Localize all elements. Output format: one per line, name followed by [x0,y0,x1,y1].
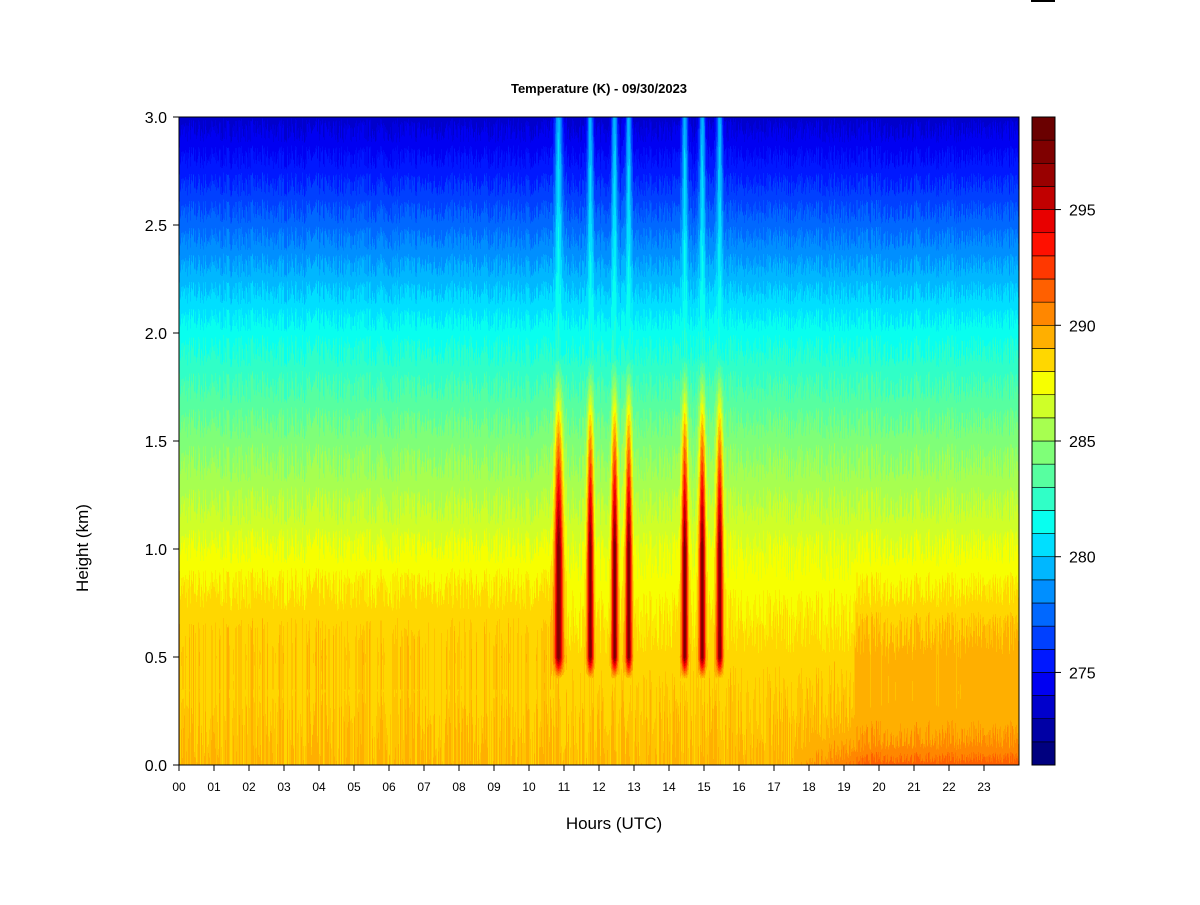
colorbar-swatch [1031,301,1056,326]
colorbar-swatch [1031,186,1056,210]
colorbar-swatch [1031,556,1056,581]
colorbar-swatch [1031,463,1056,488]
y-tick-label: 3.0 [145,110,167,127]
x-tick-label: 21 [907,780,921,794]
colorbar-swatch [1031,324,1056,349]
x-tick-label: 17 [767,780,781,794]
y-axis: 0.0 0.5 1.0 1.5 2.0 2.5 3.0 [145,110,179,775]
colorbar-swatch [1031,718,1056,743]
colorbar-swatch [1031,417,1056,442]
x-tick-label: 01 [207,780,221,794]
x-tick-label: 23 [977,780,991,794]
corner-mark [1031,0,1055,2]
x-tick-label: 14 [662,780,676,794]
colorbar-swatch [1031,278,1056,303]
colorbar-tick-label: 295 [1069,203,1096,220]
colorbar-swatch [1031,371,1056,396]
x-tick-label: 07 [417,780,431,794]
x-tick-label: 13 [627,780,641,794]
colorbar-swatch [1031,510,1056,534]
x-tick-label: 20 [872,780,886,794]
y-tick-label: 0.5 [145,650,167,667]
x-tick-label: 15 [697,780,711,794]
x-tick-label: 03 [277,780,291,794]
colorbar: 275 280 285 290 295 [1031,116,1096,766]
colorbar-tick-label: 280 [1069,550,1096,567]
colorbar-swatch [1031,695,1056,720]
colorbar-tick-label: 275 [1069,665,1096,682]
x-tick-label: 08 [452,780,466,794]
y-tick-label: 0.0 [145,758,167,775]
colorbar-swatch [1031,741,1056,766]
colorbar-swatch [1031,533,1056,558]
y-tick-label: 2.0 [145,326,167,343]
chart-title: Temperature (K) - 09/30/2023 [511,81,687,96]
y-tick-label: 2.5 [145,218,167,235]
x-tick-label: 00 [172,780,186,794]
x-tick-label: 05 [347,780,361,794]
colorbar-swatch [1031,139,1056,164]
colorbar-swatch [1031,486,1056,511]
colorbar-tick-label: 290 [1069,318,1096,335]
x-tick-label: 09 [487,780,501,794]
x-tick-label: 19 [837,780,851,794]
x-tick-label: 11 [558,780,571,794]
colorbar-swatch [1031,209,1056,234]
colorbar-swatch [1031,162,1056,187]
y-tick-label: 1.5 [145,434,167,451]
x-tick-label: 16 [732,780,746,794]
colorbar-swatch [1031,394,1056,419]
colorbar-swatch [1031,579,1056,604]
colorbar-swatch [1031,648,1056,673]
colorbar-tick-label: 285 [1069,434,1096,451]
x-tick-label: 02 [242,780,256,794]
x-tick-label: 04 [312,780,326,794]
colorbar-swatch [1031,348,1056,372]
colorbar-swatch [1031,602,1056,627]
colorbar-swatch [1031,625,1056,650]
colorbar-swatch [1031,440,1056,465]
heatmap-image [179,117,1019,765]
x-tick-label: 10 [522,780,536,794]
colorbar-swatch [1031,116,1056,141]
x-tick-label: 12 [592,780,606,794]
x-tick-label: 18 [802,780,816,794]
colorbar-swatch [1031,232,1056,257]
x-tick-label: 22 [942,780,956,794]
heatmap-field [179,117,1019,765]
x-tick-label: 06 [382,780,396,794]
colorbar-swatch [1031,672,1056,696]
x-axis: 00 01 02 03 04 05 06 07 08 09 10 11 12 13 14 15 16 17 18 19… [172,765,991,794]
y-axis-label: Height (km) [73,504,92,592]
y-tick-label: 1.0 [145,542,167,559]
colorbar-swatch [1031,255,1056,280]
x-axis-label: Hours (UTC) [566,814,662,833]
